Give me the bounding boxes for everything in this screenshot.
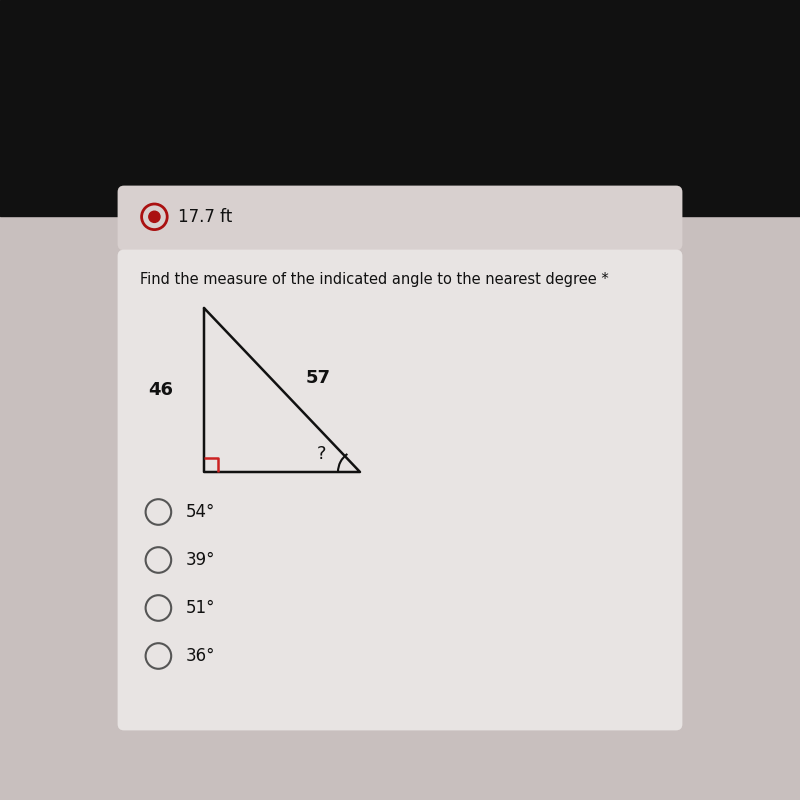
FancyBboxPatch shape — [118, 250, 682, 730]
Text: Find the measure of the indicated angle to the nearest degree *: Find the measure of the indicated angle … — [140, 272, 609, 287]
Text: 36°: 36° — [186, 647, 215, 665]
Text: 39°: 39° — [186, 551, 215, 569]
Circle shape — [149, 211, 160, 222]
Text: 51°: 51° — [186, 599, 215, 617]
FancyBboxPatch shape — [118, 186, 682, 250]
Text: 57: 57 — [306, 369, 331, 387]
Text: 54°: 54° — [186, 503, 215, 521]
Bar — [0, 0, 800, 216]
Text: 46: 46 — [149, 381, 174, 399]
Text: ?: ? — [317, 446, 326, 463]
Text: 17.7 ft: 17.7 ft — [178, 208, 233, 226]
